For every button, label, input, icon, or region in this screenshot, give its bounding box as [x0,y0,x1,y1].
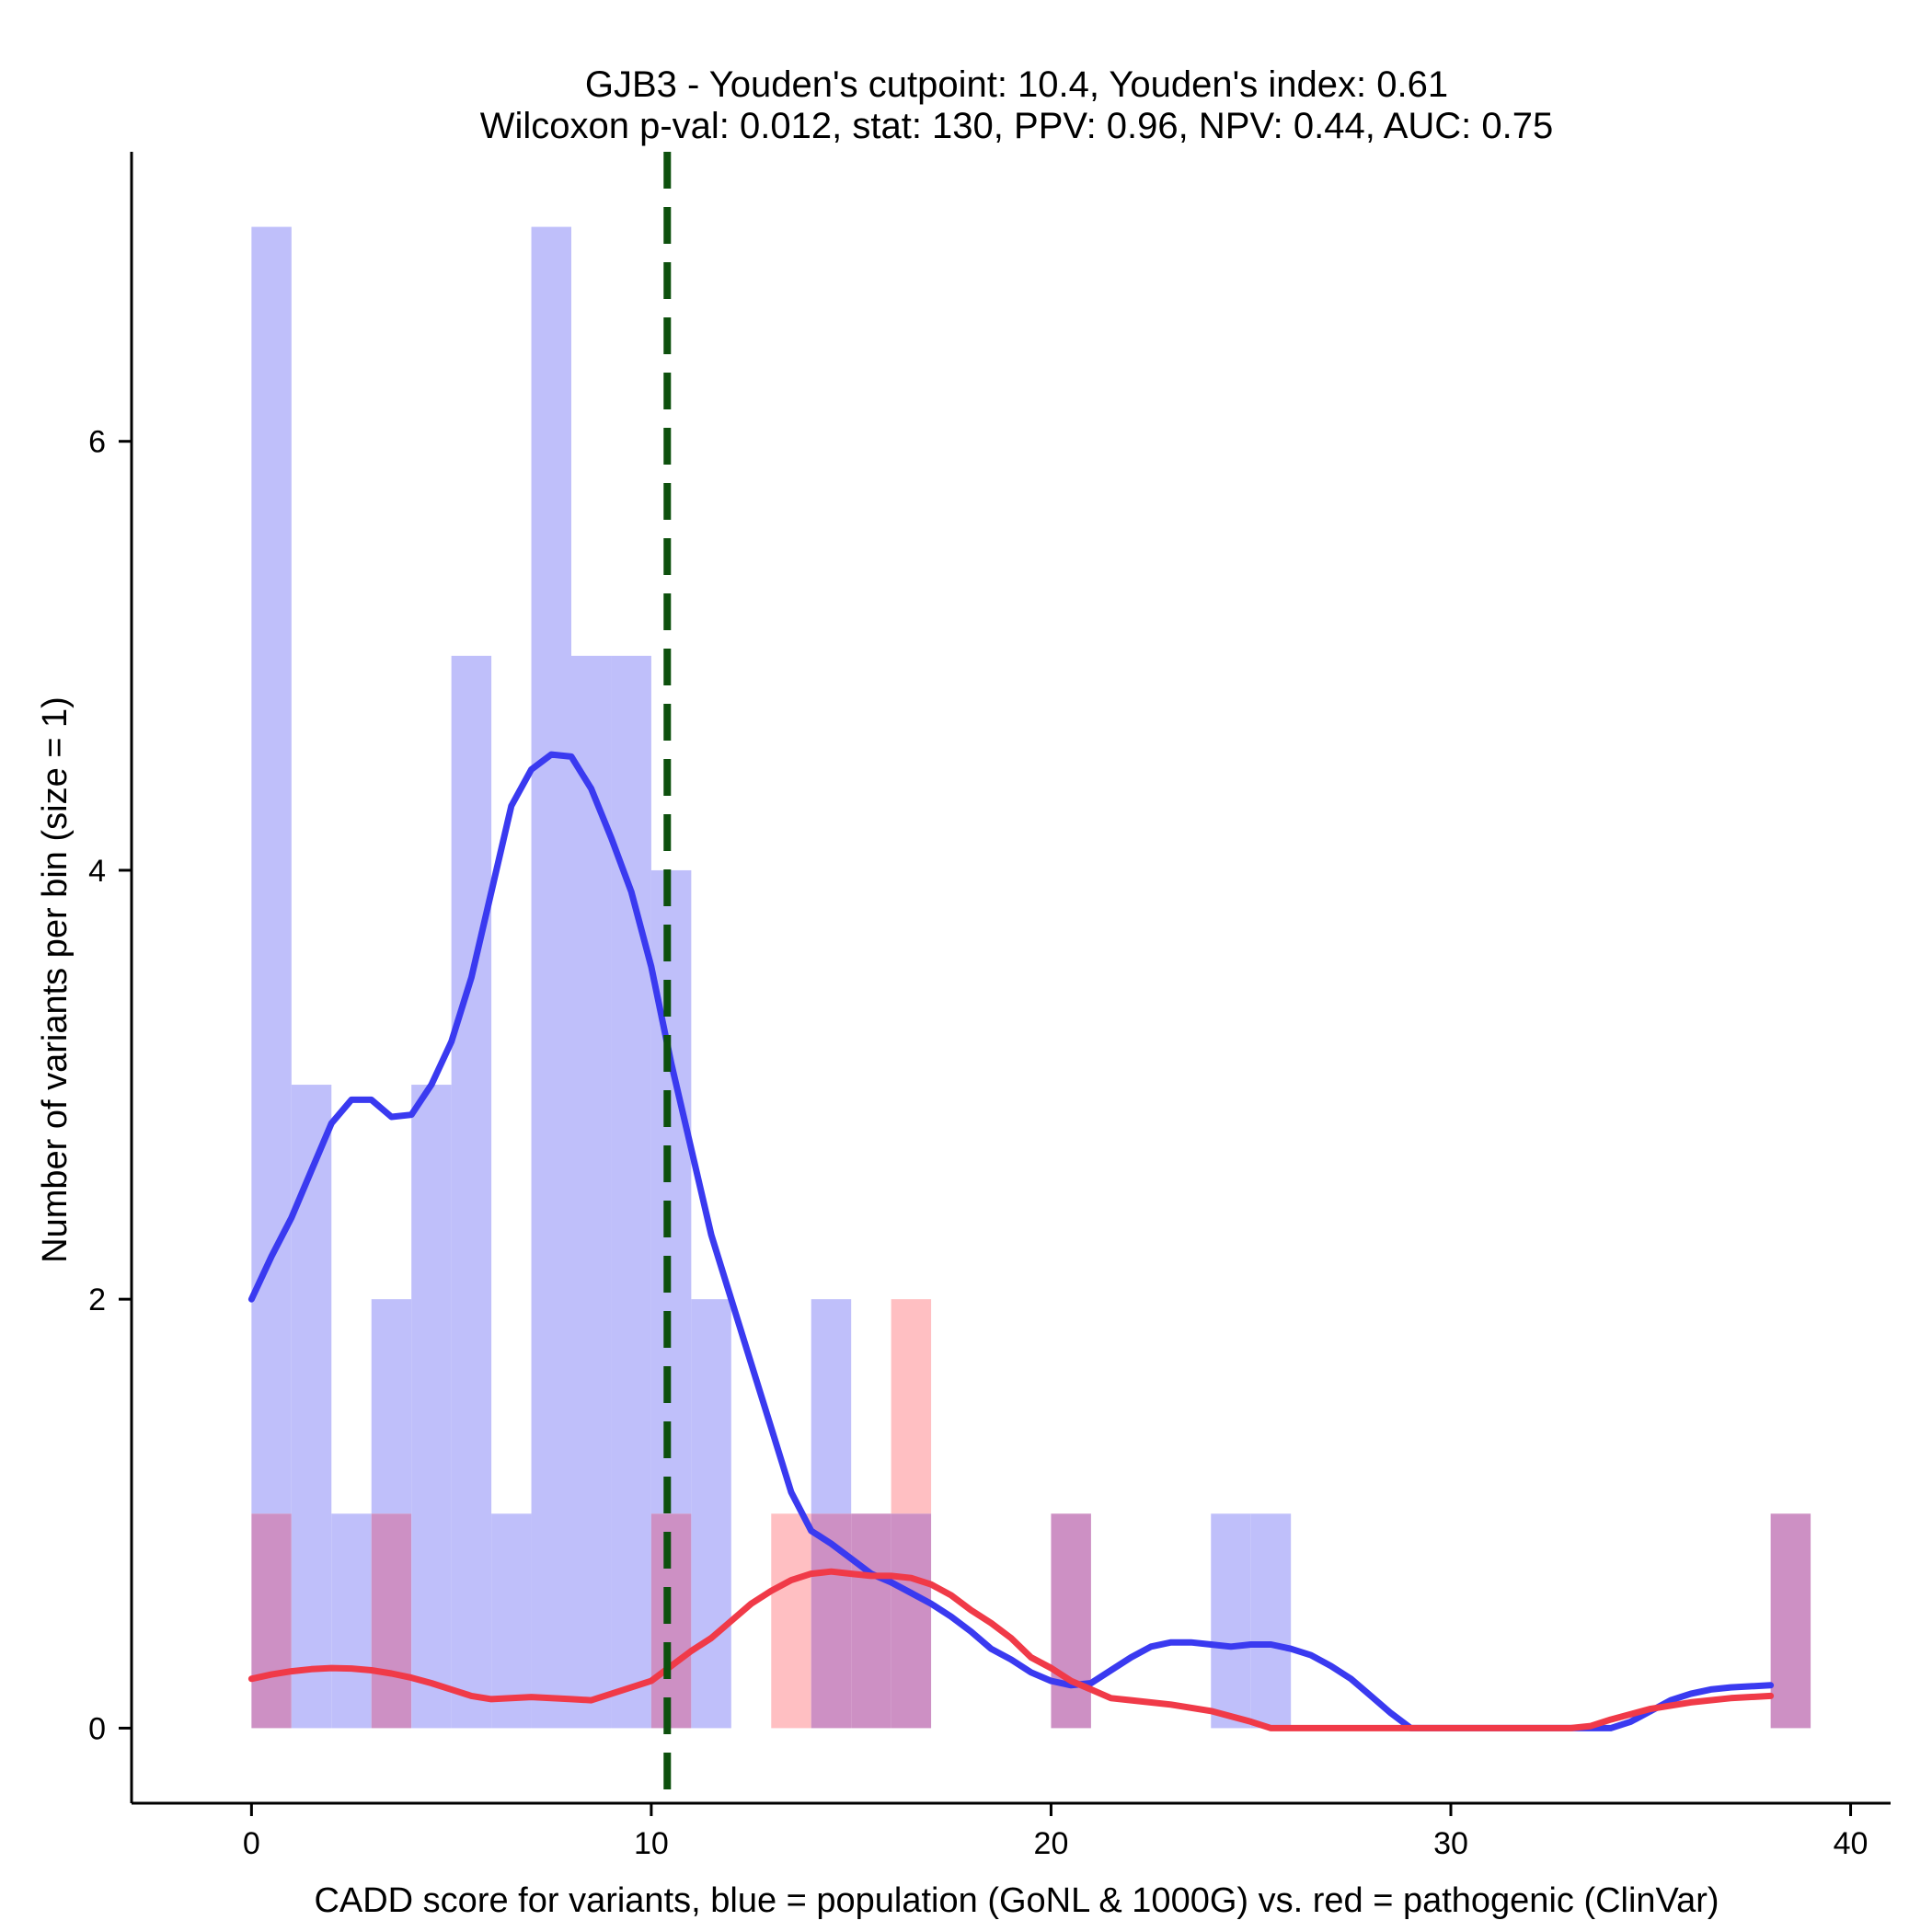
overlap-bar [891,1513,932,1729]
overlap-bar [251,1513,292,1729]
chart-title: GJB3 - Youden's cutpoint: 10.4, Youden's… [585,64,1448,105]
population-bar [1250,1513,1292,1729]
population-bar [371,1299,412,1514]
axes-layer: 0 10 20 30 40 0 2 4 6 [88,152,1891,1861]
population-bar [811,1299,852,1514]
chart-subtitle: Wilcoxon p-val: 0.012, stat: 130, PPV: 0… [480,106,1554,146]
y-tick-label: 0 [88,1711,106,1746]
overlap-bar [371,1513,412,1729]
population-bar [411,1085,452,1729]
overlap-bar [811,1513,852,1729]
population-bar [451,655,492,1729]
population-bar [650,869,692,1514]
y-tick-label: 4 [88,854,106,889]
pathogenic-bar [891,1299,932,1514]
population-bar [251,226,292,1514]
pathogenic-density-line [247,1568,1775,1731]
overlap-bar [1770,1513,1811,1729]
overlap-bar [851,1513,891,1729]
density-lines-layer [247,152,1775,1803]
x-tick-label: 40 [1834,1826,1869,1861]
x-tick-label: 10 [634,1826,669,1861]
population-bar [691,1299,731,1729]
pathogenic-bar [771,1513,811,1729]
y-tick-label: 2 [88,1282,106,1317]
population-bar [491,1513,532,1729]
population-bar [1211,1513,1251,1729]
overlap-bar [1051,1513,1091,1729]
overlap-bar [650,1513,692,1729]
x-tick-label: 20 [1034,1826,1069,1861]
y-axis-label: Number of variants per bin (size = 1) [36,696,75,1263]
population-bar [331,1513,372,1729]
x-tick-label: 30 [1433,1826,1468,1861]
population-bar [531,226,571,1729]
population-bar [611,655,651,1729]
population-bar [291,1085,332,1729]
x-tick-label: 0 [243,1826,260,1861]
population-bar [571,655,612,1729]
x-axis-label: CADD score for variants, blue = populati… [314,1881,1719,1920]
bars-layer [251,226,1811,1729]
y-tick-label: 6 [88,425,106,460]
